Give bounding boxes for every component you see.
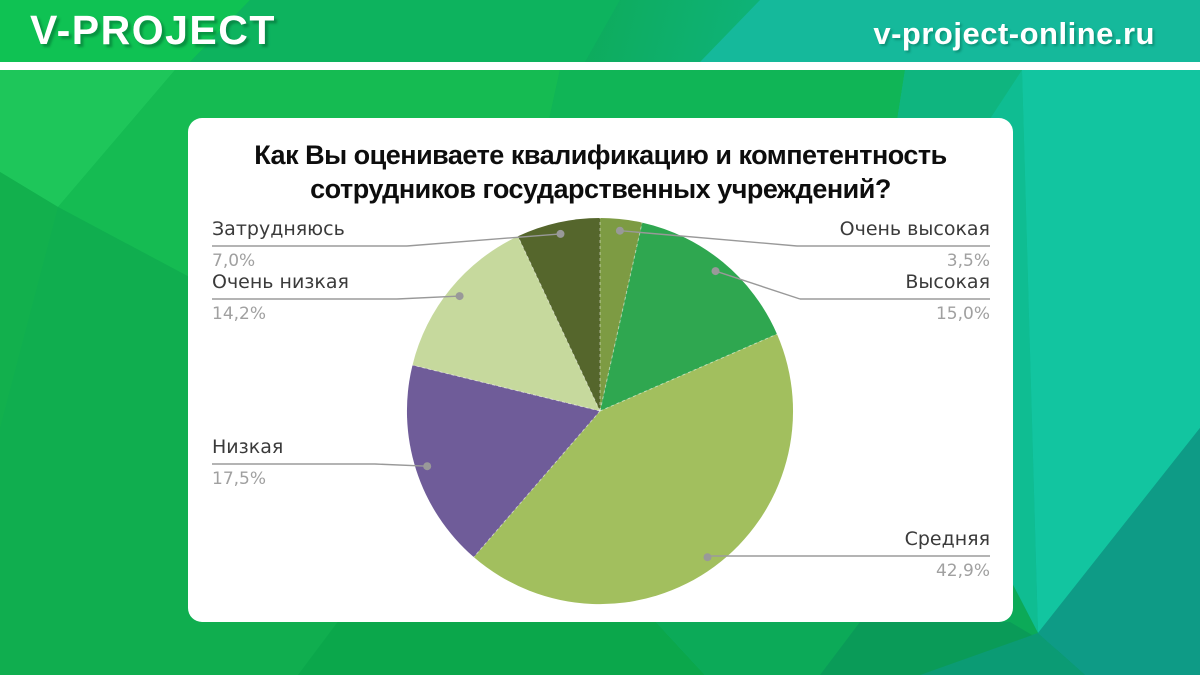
pie-slice-2 <box>473 334 794 605</box>
leader-line <box>406 233 561 247</box>
slice-label: Средняя <box>904 528 990 550</box>
pie-slice-4 <box>412 236 600 411</box>
brand-logo: V-PROJECT <box>30 7 276 53</box>
slice-boundary-line <box>412 364 601 412</box>
slice-boundary-line <box>599 333 778 412</box>
slice-label: Затрудняюсь <box>212 218 345 240</box>
slice-dot <box>615 226 624 235</box>
leader-line <box>715 270 801 300</box>
slice-dot <box>556 229 565 238</box>
chart-card: Как Вы оцениваете квалификацию и компете… <box>188 118 1013 622</box>
site-url: v-project-online.ru <box>873 16 1155 51</box>
slice-boundary-line <box>599 222 643 412</box>
slice-boundary-line <box>517 236 601 412</box>
slice-value: 42,9% <box>935 561 990 581</box>
pie-slice-3 <box>406 365 600 558</box>
slice-value: 17,5% <box>212 469 267 489</box>
slice-dot <box>703 553 712 562</box>
slice-label: Очень низкая <box>212 271 349 293</box>
leader-line <box>374 463 428 467</box>
header: V-PROJECT v-project-online.ru <box>0 0 1200 62</box>
slice-label: Низкая <box>212 436 284 458</box>
slice-value: 14,2% <box>212 304 267 324</box>
slice-label: Высокая <box>905 271 990 293</box>
leader-line <box>619 230 798 247</box>
slice-dot <box>711 267 720 276</box>
pie-slice-1 <box>600 222 777 411</box>
slice-dot <box>455 292 464 301</box>
slice-value: 3,5% <box>946 251 990 271</box>
chart-title: Как Вы оцениваете квалификацию и компете… <box>188 138 1013 206</box>
chart-title-line-2: сотрудников государственных учреждений? <box>310 174 891 204</box>
slice-value: 7,0% <box>212 251 256 271</box>
leader-line <box>396 295 460 300</box>
slice-label: Очень высокая <box>839 218 990 240</box>
slice-boundary-line <box>473 410 601 558</box>
header-divider-line <box>0 62 1200 70</box>
slice-dot <box>423 462 432 471</box>
slice-value: 15,0% <box>935 304 990 324</box>
chart-title-line-1: Как Вы оцениваете квалификацию и компете… <box>254 140 947 170</box>
pie-chart <box>212 217 990 605</box>
pie-slice-5 <box>517 218 600 411</box>
